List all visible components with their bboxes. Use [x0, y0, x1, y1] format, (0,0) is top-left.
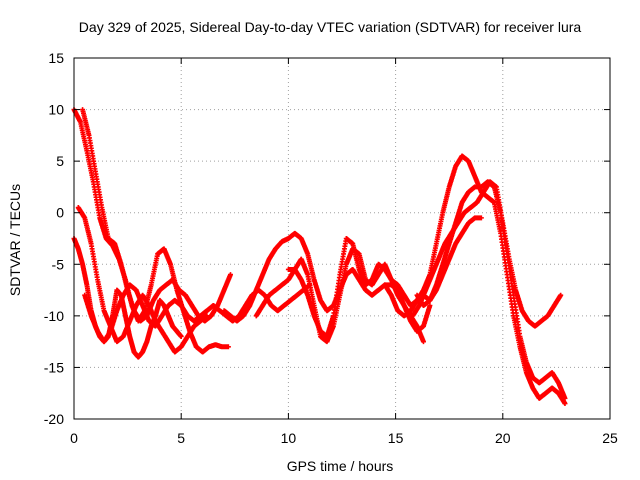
data-points	[71, 107, 568, 407]
series-markers	[75, 205, 210, 355]
plot-frame	[73, 57, 611, 420]
series-sat-k	[414, 179, 568, 401]
y-tick-label: -10	[44, 308, 64, 324]
y-tick-label: 0	[56, 205, 64, 221]
y-tick-label: -20	[44, 411, 64, 427]
y-tick-label: 10	[48, 102, 64, 118]
y-axis-ticks: -20 -15 -10 -5 0 5 10 15	[44, 50, 610, 427]
chart-title: Day 329 of 2025, Sidereal Day-to-day VTE…	[79, 19, 582, 35]
x-axis-label: GPS time / hours	[287, 458, 394, 474]
x-tick-label: 20	[495, 430, 511, 446]
series-sat-d	[75, 205, 210, 355]
x-axis-ticks: 0 5 10 15 20 25	[70, 58, 618, 446]
y-tick-label: 5	[56, 153, 64, 169]
x-tick-label: 15	[388, 430, 404, 446]
x-tick-label: 0	[70, 430, 78, 446]
x-tick-label: 5	[177, 430, 185, 446]
y-axis-label: SDTVAR / TECUs	[7, 184, 23, 296]
x-tick-label: 10	[281, 430, 297, 446]
y-tick-label: -15	[44, 359, 64, 375]
y-tick-label: 15	[48, 50, 64, 66]
y-tick-label: -5	[52, 256, 65, 272]
series-markers	[414, 179, 568, 401]
x-tick-label: 25	[602, 430, 618, 446]
